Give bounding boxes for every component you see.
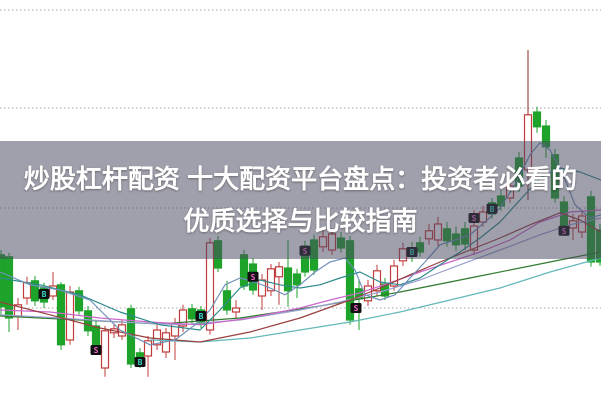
candle-down [532, 106, 542, 133]
sell-signal-marker: S [350, 303, 362, 313]
headline-overlay: 炒股杠杆配资 十大配资平台盘点：投资者必看的 优质选择与比较指南 [0, 141, 601, 259]
candle-up [389, 260, 399, 291]
svg-text:B: B [42, 290, 47, 299]
candle-up [100, 326, 110, 377]
candle-up [143, 336, 153, 377]
candle-up [257, 274, 267, 310]
svg-text:S: S [251, 273, 256, 282]
buy-signal-marker: B [38, 289, 50, 299]
headline-line-2: 优质选择与比较指南 [183, 206, 418, 236]
buy-signal-marker: B [134, 357, 146, 367]
candle-down [292, 268, 302, 298]
svg-text:S: S [354, 304, 359, 313]
candle-down [30, 276, 40, 306]
candle-down [0, 250, 6, 315]
svg-text:S: S [94, 346, 99, 355]
svg-text:B: B [138, 358, 143, 367]
buy-signal-marker: B [195, 311, 207, 321]
candle-down [4, 252, 14, 332]
candle-up [22, 276, 32, 305]
candle-up [274, 262, 284, 305]
ma-light-cyan-line [149, 257, 601, 343]
candle-down [56, 282, 66, 350]
svg-text:B: B [199, 312, 204, 321]
candle-up [152, 324, 162, 350]
candle-down [380, 278, 390, 300]
sell-signal-marker: S [90, 345, 102, 355]
candle-up [65, 286, 75, 345]
candle-up [231, 300, 241, 318]
candle-up [161, 328, 171, 358]
candle-down [74, 286, 84, 315]
sell-signal-marker: S [247, 271, 259, 282]
candle-up [48, 272, 58, 300]
candle-down [222, 280, 232, 315]
candle-up [266, 264, 276, 296]
candle-up [13, 298, 23, 330]
headline-line-1: 炒股杠杆配资 十大配资平台盘点：投资者必看的 [23, 164, 578, 194]
